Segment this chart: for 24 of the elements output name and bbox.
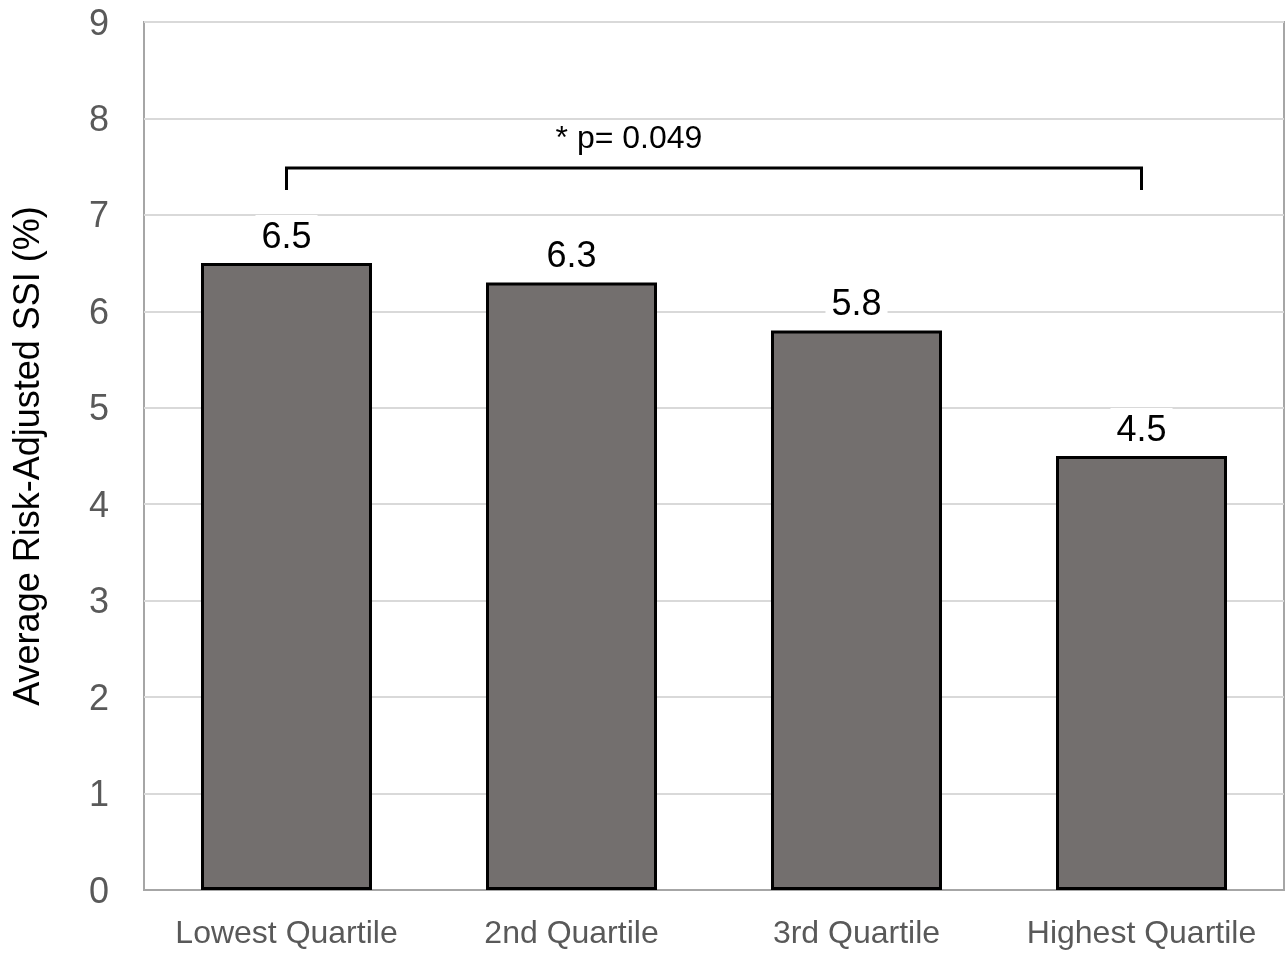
y-tick-label: 5 (88, 387, 109, 429)
y-tick-label: 2 (88, 676, 109, 718)
x-tick-label: 3rd Quartile (772, 914, 941, 950)
bar (201, 263, 372, 890)
bar (486, 282, 657, 890)
y-tick-label: 8 (88, 97, 109, 139)
bar (771, 330, 942, 890)
y-tick-label: 4 (88, 483, 109, 525)
y-tick-label: 0 (88, 869, 109, 911)
data-label: 5.8 (831, 282, 882, 324)
bar (1056, 456, 1227, 890)
data-label: 4.5 (1116, 407, 1167, 449)
y-axis-title: Average Risk-Adjusted SSI (%) (5, 206, 47, 706)
y-tick-label: 1 (88, 773, 109, 815)
data-label: 6.3 (546, 233, 597, 275)
annotation: * p= 0.049 (555, 119, 703, 156)
y-tick-label: 6 (88, 290, 109, 332)
y-tick-label: 3 (88, 580, 109, 622)
y-tick-label: 9 (88, 1, 109, 43)
x-tick-label: Lowest Quartile (175, 914, 398, 950)
x-tick-label: 2nd Quartile (484, 914, 659, 950)
y-tick-label: 7 (88, 194, 109, 236)
data-label: 6.5 (261, 214, 312, 256)
x-tick-label: Highest Quartile (1026, 914, 1257, 950)
